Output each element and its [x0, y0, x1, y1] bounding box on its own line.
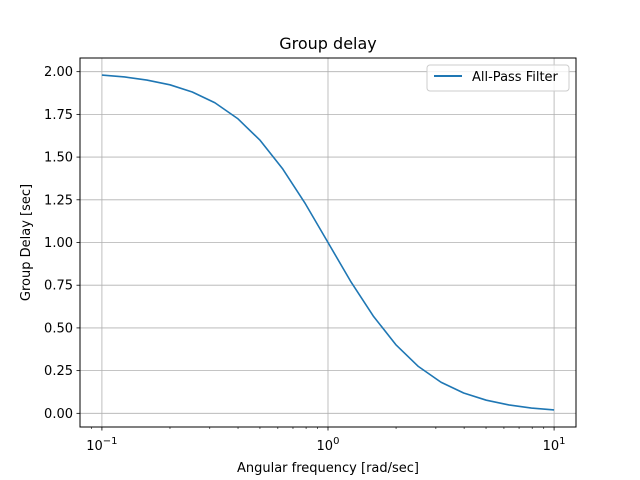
y-tick-label: 0.00 — [44, 407, 73, 422]
chart-title: Group delay — [279, 34, 377, 53]
y-tick-label: 1.50 — [44, 151, 73, 166]
y-tick-label: 1.75 — [44, 108, 73, 123]
series-layer — [101, 74, 555, 411]
y-axis-label: Group Delay [sec] — [19, 184, 34, 301]
legend-label: All-Pass Filter — [472, 70, 559, 85]
y-tick-label: 1.25 — [44, 193, 73, 208]
y-tick-label: 1.00 — [44, 236, 73, 251]
x-axis-label: Angular frequency [rad/sec] — [237, 461, 419, 476]
y-tick-label: 0.75 — [44, 279, 73, 294]
y-tick-label: 0.25 — [44, 364, 73, 379]
legend: All-Pass Filter — [426, 64, 570, 92]
y-tick-label: 2.00 — [44, 65, 73, 80]
series-line — [101, 74, 555, 411]
legend-box — [426, 64, 570, 92]
y-tick-label: 0.50 — [44, 321, 73, 336]
